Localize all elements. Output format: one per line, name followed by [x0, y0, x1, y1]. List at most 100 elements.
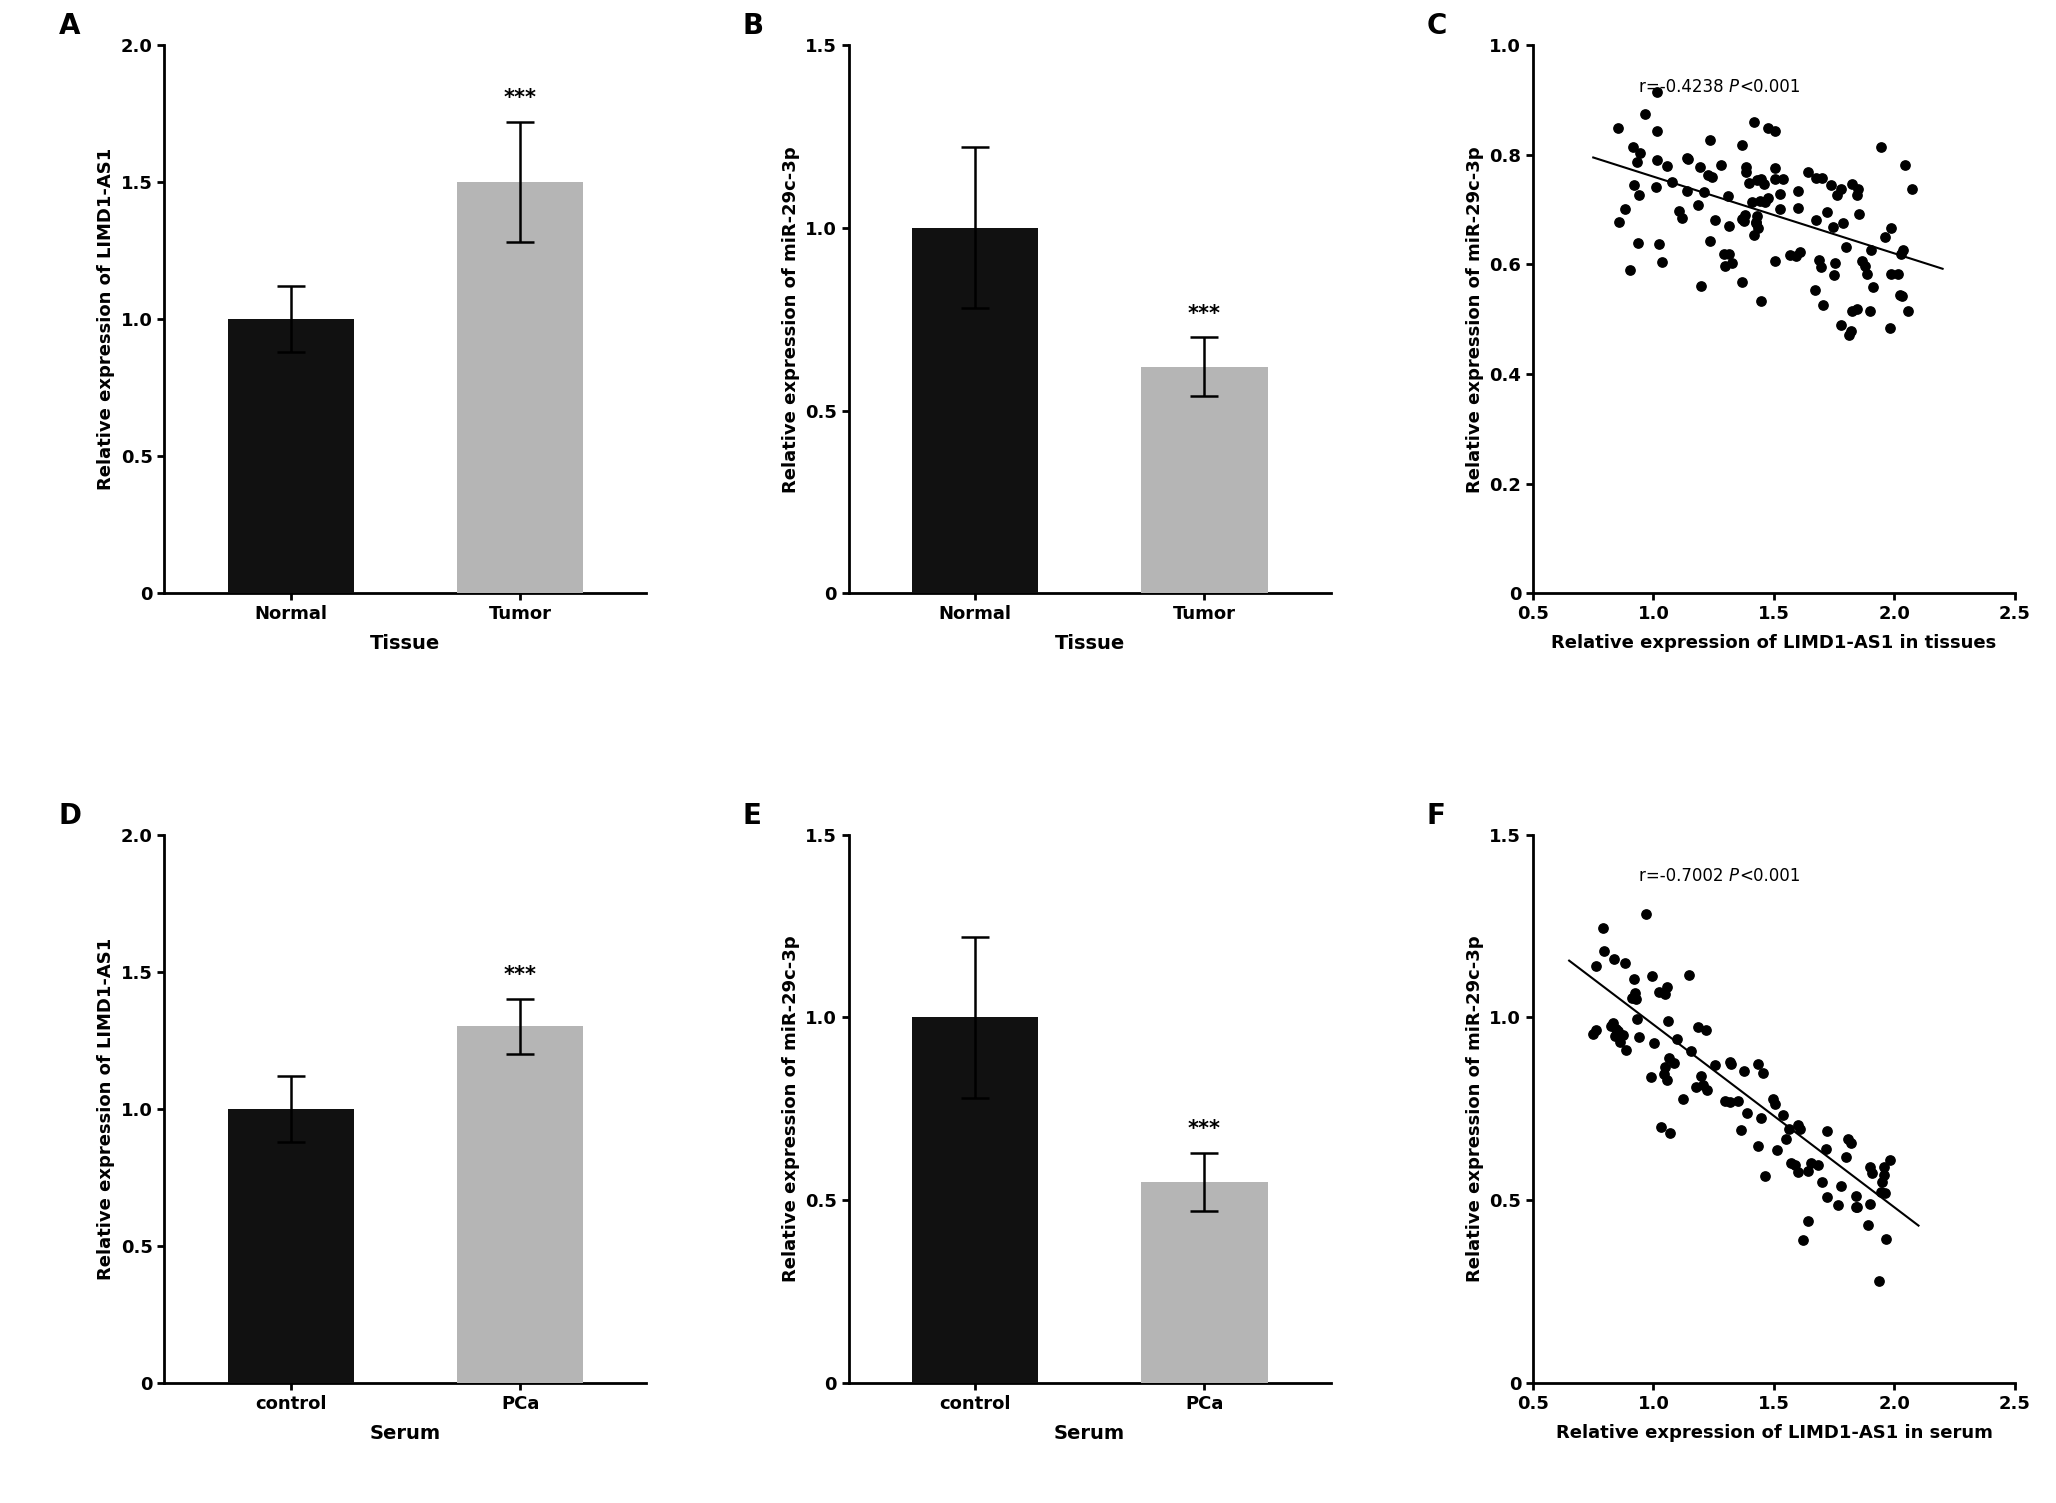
Point [1766, 167, 1799, 191]
Point [1739, 210, 1772, 234]
Point [1741, 216, 1774, 240]
Bar [456, 182, 584, 594]
Point [1791, 1159, 1824, 1183]
Point [1887, 237, 1920, 262]
Point [1610, 951, 1643, 975]
Point [1834, 319, 1867, 343]
Point [1704, 153, 1737, 177]
Point [1692, 162, 1725, 186]
Point [1715, 251, 1748, 275]
Point [1892, 299, 1924, 323]
Bar [456, 1027, 584, 1383]
Point [1883, 283, 1916, 307]
Point [1725, 206, 1758, 230]
Point [1842, 203, 1875, 227]
Point [1865, 1180, 1898, 1204]
Bar [1141, 367, 1266, 594]
Point [1791, 1210, 1824, 1234]
Point [1616, 986, 1649, 1010]
Point [1649, 981, 1682, 1006]
Point [1577, 1022, 1610, 1046]
Point [1733, 171, 1766, 195]
Point [1855, 239, 1887, 263]
Bar [228, 319, 354, 594]
Point [1641, 80, 1674, 104]
Point [1799, 207, 1832, 231]
Point [1778, 245, 1811, 269]
Text: A: A [58, 12, 80, 41]
Point [1873, 316, 1906, 340]
Point [1713, 1090, 1746, 1114]
X-axis label: Serum: Serum [370, 1423, 440, 1443]
Point [1620, 987, 1653, 1012]
Y-axis label: Relative expression of miR-29c-3p: Relative expression of miR-29c-3p [1466, 146, 1484, 493]
Point [1758, 156, 1791, 180]
Point [1852, 1192, 1885, 1216]
Point [1809, 1136, 1842, 1160]
Point [1690, 1019, 1723, 1043]
Point [1807, 293, 1840, 317]
Point [1686, 1073, 1719, 1097]
Point [1587, 939, 1620, 963]
Point [1680, 1075, 1713, 1099]
Point [1889, 153, 1922, 177]
Text: <0.001: <0.001 [1739, 78, 1801, 96]
Point [1875, 262, 1908, 286]
Point [1820, 251, 1852, 275]
Point [1713, 242, 1746, 266]
Point [1641, 147, 1674, 171]
Point [1857, 275, 1889, 299]
Point [1657, 1051, 1690, 1075]
Point [1783, 195, 1815, 219]
Y-axis label: Relative expression of miR-29c-3p: Relative expression of miR-29c-3p [781, 146, 800, 493]
Point [1815, 173, 1848, 197]
Point [1840, 1195, 1873, 1219]
Point [1885, 284, 1918, 308]
Point [1875, 216, 1908, 240]
Point [1618, 966, 1651, 990]
Point [1651, 1010, 1684, 1034]
Point [1602, 116, 1635, 140]
Point [1836, 171, 1869, 195]
Point [1651, 1067, 1684, 1091]
Text: r=-0.4238: r=-0.4238 [1639, 78, 1729, 96]
Point [1688, 180, 1721, 204]
Text: <0.001: <0.001 [1739, 867, 1801, 885]
Point [1783, 1114, 1815, 1138]
Point [1698, 1054, 1731, 1078]
Point [1832, 323, 1865, 347]
Point [1828, 210, 1861, 234]
Point [1639, 174, 1672, 198]
X-axis label: Tissue: Tissue [370, 634, 440, 654]
Point [1824, 313, 1857, 337]
Point [1746, 290, 1778, 314]
Point [1595, 1010, 1628, 1034]
Point [1604, 210, 1637, 234]
Point [1659, 1027, 1692, 1051]
Point [1795, 1151, 1828, 1175]
Point [1694, 228, 1727, 253]
Point [1618, 981, 1651, 1006]
Point [1748, 1061, 1780, 1085]
Point [1649, 1063, 1682, 1087]
Point [1865, 135, 1898, 159]
Point [1836, 299, 1869, 323]
Bar [913, 228, 1038, 594]
Point [1579, 954, 1612, 978]
Point [1811, 1120, 1844, 1144]
Point [1818, 215, 1850, 239]
Point [1803, 248, 1836, 272]
Point [1630, 902, 1663, 926]
Point [1885, 242, 1918, 266]
Point [1663, 198, 1696, 222]
Point [1737, 110, 1770, 134]
Point [1628, 102, 1661, 126]
Point [1735, 191, 1768, 215]
Point [1706, 242, 1739, 266]
Text: P: P [1729, 867, 1739, 885]
Y-axis label: Relative expression of LIMD1-AS1: Relative expression of LIMD1-AS1 [97, 149, 115, 490]
Point [1867, 1154, 1900, 1178]
Text: P: P [1729, 78, 1739, 96]
Point [1606, 1024, 1639, 1048]
Point [1840, 298, 1873, 322]
